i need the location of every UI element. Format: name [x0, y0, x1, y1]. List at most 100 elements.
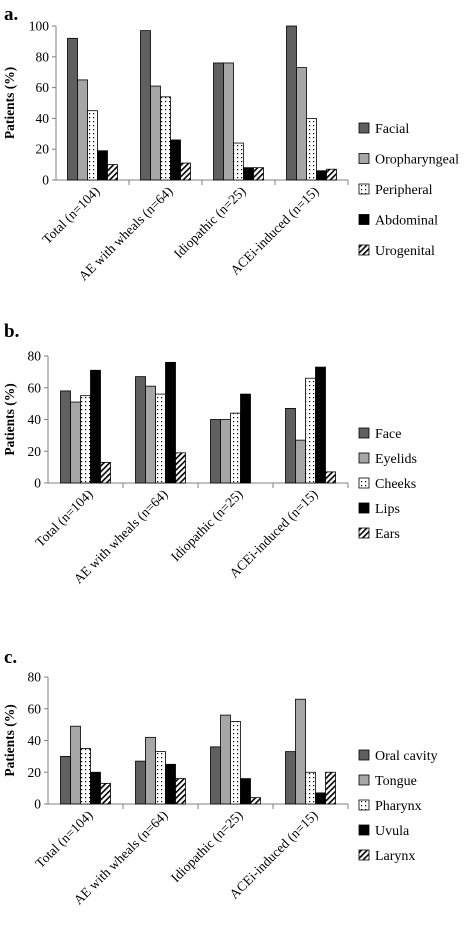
bar-abdominal — [316, 170, 327, 181]
legend-swatch — [358, 824, 370, 836]
bar-eyelids — [295, 439, 306, 484]
chart-panel-1: a. 0 20 40 60 80 100 Patients (%) Total (n=104) A… — [2, 4, 459, 284]
bar-uvula — [90, 771, 101, 805]
panel-letter: b. — [4, 321, 19, 342]
bar-oral-cavity — [210, 746, 221, 805]
y-tick-label: 60 — [28, 701, 42, 716]
bar-oropharyngeal — [150, 85, 161, 181]
bar-face — [210, 419, 221, 484]
legend-swatch — [358, 153, 370, 164]
y-axis-label: Patients (%) — [2, 704, 17, 776]
legend-label: Oropharyngeal — [375, 153, 459, 168]
bar-oropharyngeal — [77, 79, 88, 181]
bar-abdominal — [97, 150, 108, 181]
bar-ears — [325, 471, 336, 484]
bar-lips — [240, 393, 251, 484]
y-tick-label: 40 — [36, 111, 50, 126]
bar-tongue — [70, 725, 81, 805]
bar-urogenital — [253, 167, 264, 181]
legend-swatch — [358, 244, 370, 256]
bar-uvula — [165, 763, 176, 805]
legend-label: Lips — [375, 502, 400, 517]
y-tick-label: 0 — [34, 797, 41, 812]
bar-oral-cavity — [60, 755, 71, 805]
bar-face — [285, 407, 296, 484]
category-label: Total (n=104) — [32, 487, 95, 550]
bar-oral-cavity — [135, 760, 146, 805]
legend-swatch — [358, 799, 370, 811]
category-label: Idiopathic (n=25) — [168, 487, 246, 565]
bar-oropharyngeal — [223, 62, 234, 181]
bar-cheeks — [305, 377, 316, 484]
y-axis-label: Patients (%) — [2, 383, 17, 455]
y-tick-label: 0 — [42, 173, 49, 188]
legend-label: Face — [375, 427, 401, 442]
category-label: Total (n=104) — [39, 184, 102, 247]
bar-larynx — [250, 797, 261, 805]
bar-lips — [315, 366, 326, 484]
bar-face — [135, 376, 146, 484]
category-label: Idiopathic (n=25) — [168, 808, 246, 886]
y-tick-label: 40 — [28, 412, 42, 427]
bar-peripheral — [160, 96, 171, 181]
bar-oral-cavity — [285, 751, 296, 805]
bar-larynx — [325, 771, 336, 805]
legend-swatch — [358, 502, 370, 514]
legend-label: Tongue — [375, 774, 417, 789]
legend-label: Oral cavity — [375, 749, 438, 764]
bar-pharynx — [305, 771, 316, 805]
bar-eyelids — [220, 419, 231, 484]
bar-tongue — [220, 714, 231, 805]
bar-facial — [286, 25, 297, 181]
y-tick-label: 80 — [28, 349, 42, 364]
bar-pharynx — [155, 751, 166, 805]
panel-letter: c. — [4, 647, 17, 668]
bar-peripheral — [233, 142, 244, 181]
bar-ears — [100, 461, 111, 484]
bar-face — [60, 390, 71, 484]
y-tick-label: 40 — [28, 733, 42, 748]
legend-swatch — [358, 749, 370, 761]
bar-abdominal — [243, 167, 254, 181]
bar-lips — [90, 369, 101, 484]
bar-urogenital — [180, 162, 191, 181]
bar-peripheral — [87, 110, 98, 181]
legend: Oral cavity Tongue Pharynx Uvula Larynx — [358, 749, 438, 864]
legend: Facial Oropharyngeal Peripheral Abdominal Ur… — [358, 122, 459, 259]
legend-swatch — [358, 427, 370, 439]
bar-larynx — [175, 778, 186, 805]
y-tick-label: 100 — [29, 19, 50, 34]
legend-swatch — [358, 122, 370, 134]
legend-label: Abdominal — [375, 214, 438, 229]
legend-swatch — [358, 452, 370, 464]
bar-cheeks — [80, 395, 91, 484]
bar-larynx — [100, 782, 111, 805]
bar-peripheral — [306, 118, 317, 181]
y-tick-label: 20 — [28, 444, 42, 459]
bar-lips — [165, 361, 176, 484]
bar-eyelids — [70, 401, 81, 484]
legend-label: Cheeks — [375, 477, 416, 492]
legend-label: Peripheral — [375, 183, 433, 198]
legend-label: Ears — [375, 527, 400, 542]
y-axis-label: Patients (%) — [2, 67, 17, 139]
legend-swatch — [358, 477, 370, 489]
bar-cheeks — [155, 393, 166, 484]
legend: Face Eyelids Cheeks Lips Ears — [358, 427, 417, 542]
bar-facial — [140, 30, 151, 181]
legend-swatch — [358, 774, 370, 786]
legend-label: Larynx — [375, 849, 415, 864]
bar-pharynx — [80, 748, 91, 805]
legend-label: Uvula — [375, 824, 410, 839]
category-label: Idiopathic (n=25) — [171, 184, 249, 262]
panel-letter: a. — [4, 4, 18, 25]
bar-facial — [67, 37, 78, 181]
bar-urogenital — [326, 168, 337, 181]
bar-tongue — [145, 736, 156, 805]
legend-swatch — [358, 183, 370, 195]
y-tick-label: 20 — [36, 142, 50, 157]
bar-pharynx — [230, 721, 241, 805]
bar-tongue — [295, 698, 306, 805]
